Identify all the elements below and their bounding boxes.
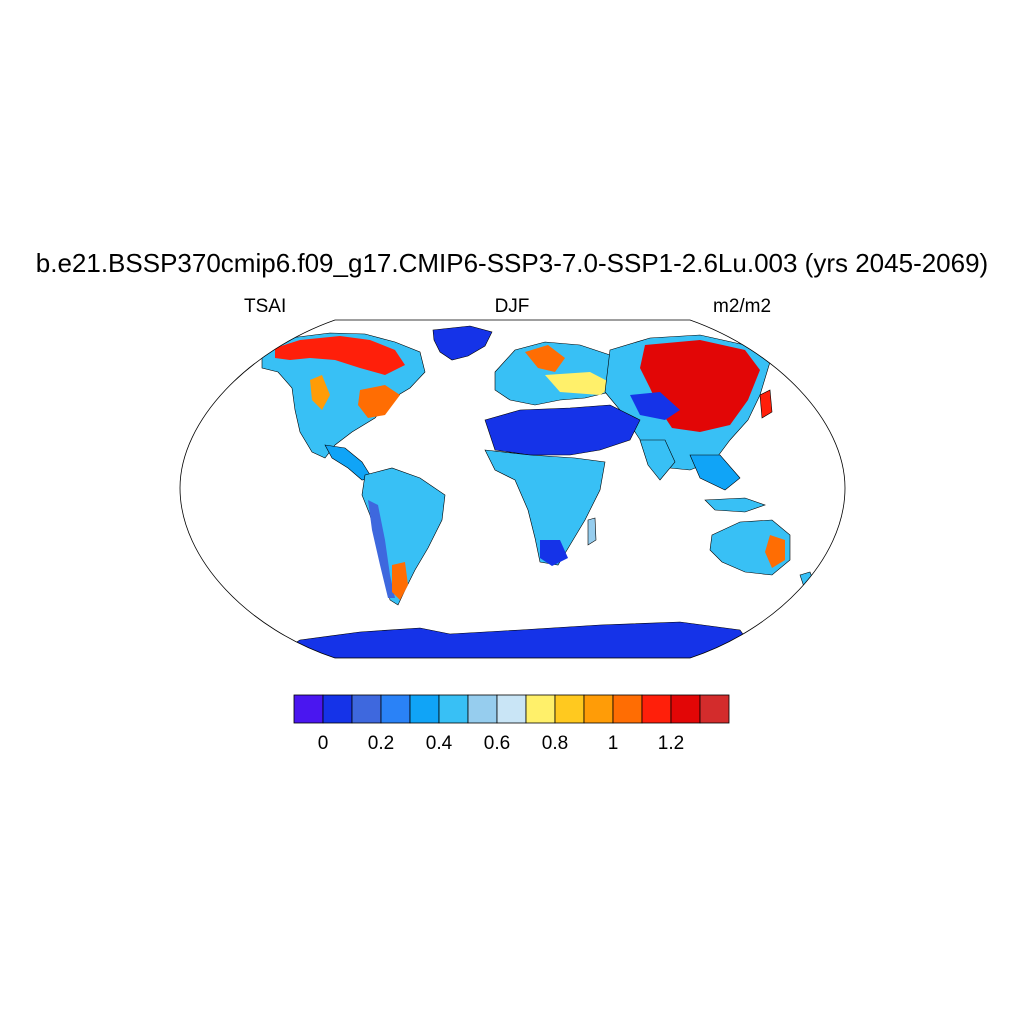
region-central-asia-low	[630, 392, 680, 420]
colorbar-swatch	[322, 694, 353, 724]
colorbar-tick-label: 0.8	[542, 733, 568, 754]
variable-label: TSAI	[244, 296, 287, 317]
colorbar-swatch	[438, 694, 469, 724]
colorbar-swatch	[699, 694, 730, 724]
landmass-japan	[759, 389, 773, 419]
colorbar-tick-label: 1	[608, 733, 619, 754]
colorbar-swatch	[409, 694, 440, 724]
colorbar-swatch	[554, 694, 585, 724]
region-madagascar	[587, 517, 597, 546]
colorbar-tick-label: 1.2	[658, 733, 684, 754]
colorbar-swatch	[467, 694, 498, 724]
region-canada-high	[275, 336, 405, 375]
plot-title: b.e21.BSSP370cmip6.f09_g17.CMIP6-SSP3-7.…	[35, 248, 989, 278]
region-southeast-asia	[689, 454, 741, 491]
colorbar-swatch	[380, 694, 411, 724]
season-label: DJF	[494, 296, 530, 317]
region-east-us-high	[358, 385, 400, 418]
colorbar-swatch	[583, 694, 614, 724]
colorbar-swatch	[670, 694, 701, 724]
colorbar-swatch	[351, 694, 382, 724]
region-sahara-arabia	[484, 404, 641, 456]
region-southern-africa	[540, 540, 568, 566]
region-patagonia	[392, 562, 408, 600]
colorbar-tick-label: 0.6	[484, 733, 510, 754]
colorbar-swatch	[293, 694, 324, 724]
colorbar-swatch	[496, 694, 527, 724]
region-scandinavia	[525, 345, 565, 372]
region-andes	[368, 500, 395, 598]
colorbar-tick-label: 0	[318, 733, 329, 754]
colorbar-swatch	[641, 694, 672, 724]
colorbar-swatch	[612, 694, 643, 724]
region-india	[639, 439, 676, 481]
map-outline	[179, 319, 846, 659]
colorbar-tick-label: 0.2	[368, 733, 394, 754]
units-label: m2/m2	[713, 296, 772, 317]
landmass-greenland	[432, 325, 493, 361]
region-europe-mid	[545, 372, 615, 395]
region-australia-east	[765, 535, 785, 568]
colorbar-tick-label: 0.4	[426, 733, 453, 754]
region-rockies	[310, 375, 330, 410]
colorbar-swatch	[525, 694, 556, 724]
landmass-indonesia	[704, 497, 766, 513]
landmass-antarctica	[268, 621, 761, 658]
